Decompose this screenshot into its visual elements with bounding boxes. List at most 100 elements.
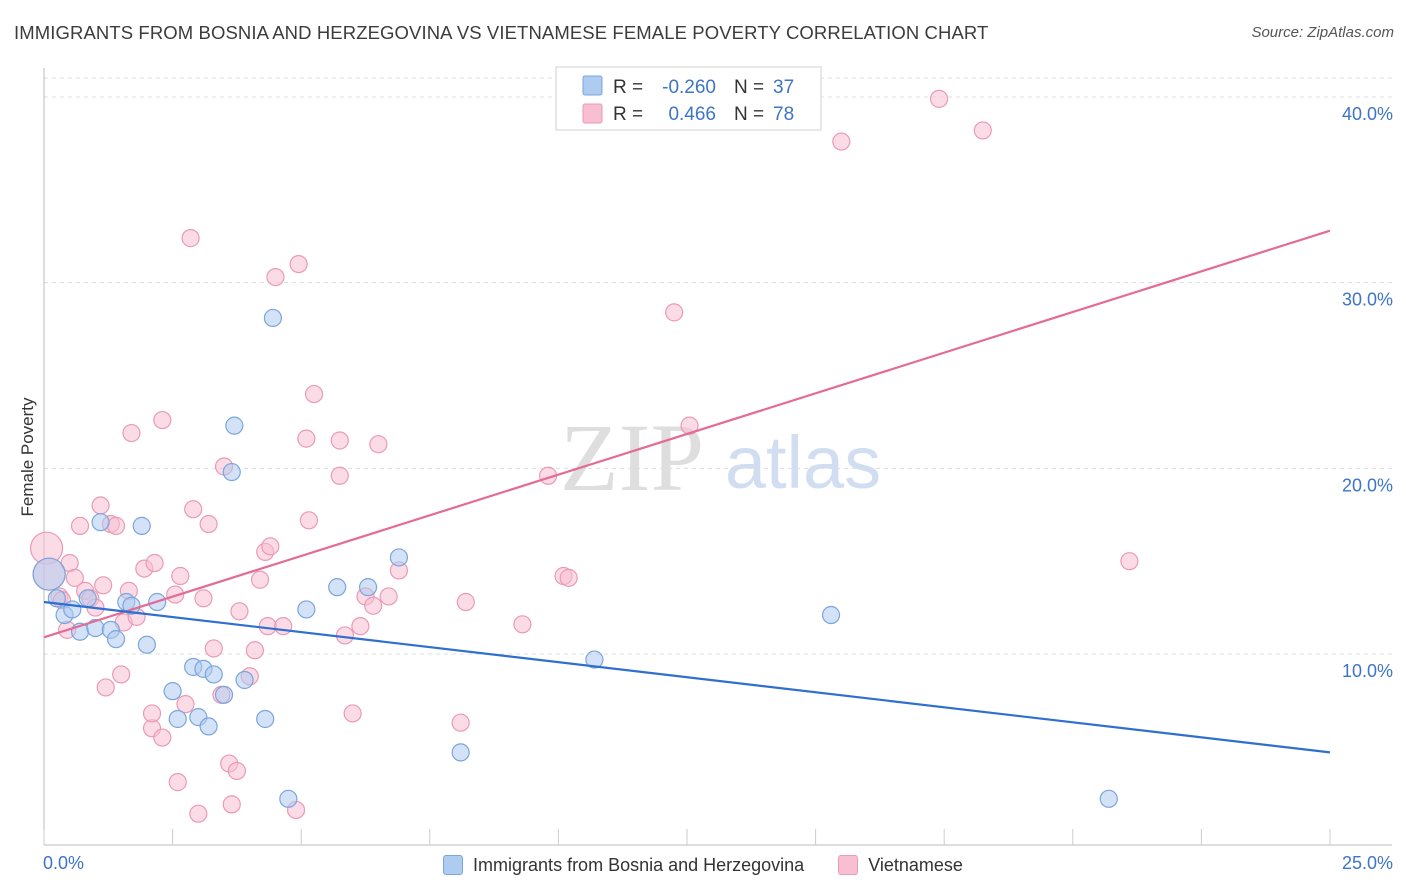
vietnamese-point <box>258 617 277 636</box>
legend-vietnamese-label: Vietnamese <box>868 854 963 875</box>
legend-pink-r-label: R = <box>613 104 643 125</box>
legend-blue-r-label: R = <box>613 77 643 98</box>
trend-lines <box>43 229 1331 754</box>
bosnia-point <box>263 308 283 328</box>
vietnamese-point <box>266 267 285 287</box>
vietnamese-point <box>343 704 362 723</box>
vietnamese-point <box>145 553 164 573</box>
vietnamese-point <box>96 678 115 697</box>
vietnamese-point <box>153 410 172 430</box>
axes <box>43 68 1392 846</box>
y-axis-title: Female Poverty <box>18 397 37 517</box>
vietnamese-point <box>94 576 113 595</box>
y-tick-label: 40.0% <box>1342 104 1393 124</box>
legend-pink-r-value: 0.466 <box>668 104 716 125</box>
vietnamese-point <box>194 589 213 608</box>
vietnamese-point <box>364 596 383 615</box>
x-tick-label: 25.0% <box>1342 853 1393 873</box>
vietnamese-point <box>245 641 265 660</box>
vietnamese-point <box>122 423 141 443</box>
bosnia-point <box>389 548 409 567</box>
vietnamese-point <box>297 429 316 448</box>
legend-blue-swatch <box>582 75 603 96</box>
legend-blue-r-value: -0.260 <box>662 77 716 98</box>
vietnamese-point <box>181 229 200 248</box>
bosnia-point <box>137 635 156 654</box>
legend-bosnia-label: Immigrants from Bosnia and Herzegovina <box>473 854 805 875</box>
source-credit: Source: ZipAtlas.com <box>1251 24 1394 41</box>
watermark-atlas: atlas <box>725 421 881 504</box>
vietnamese-point <box>65 568 84 587</box>
legend-blue-n-value: 37 <box>773 77 794 98</box>
bosnia-point <box>204 665 223 684</box>
bosnia-point <box>91 513 110 532</box>
legend-pink-swatch <box>582 103 603 124</box>
y-tick-label: 10.0% <box>1342 661 1393 681</box>
vietnamese-point <box>456 592 475 612</box>
bosnia-point <box>163 682 182 701</box>
x-tick-label: 0.0% <box>43 853 84 873</box>
bosnia-point <box>1099 789 1118 808</box>
vietnamese-point <box>330 431 349 450</box>
vietnamese-point <box>973 121 992 140</box>
vietnamese-point <box>230 602 249 621</box>
bosnia-point <box>235 670 254 690</box>
bosnia-point <box>358 578 378 597</box>
vietnamese-point <box>299 511 319 530</box>
vietnamese-point <box>451 713 470 732</box>
bosnia-point <box>256 709 275 729</box>
legend-bottom: Immigrants from Bosnia and Herzegovina V… <box>0 850 1406 880</box>
vietnamese-point <box>184 500 203 519</box>
vietnamese-trend-line <box>43 229 1331 639</box>
vietnamese-point <box>250 570 270 589</box>
vietnamese-point <box>1120 552 1139 571</box>
vietnamese-point <box>832 132 851 151</box>
vietnamese-point <box>176 695 195 714</box>
bosnia-point <box>279 789 298 808</box>
y-tick-labels: 10.0% 20.0% 30.0% 40.0% <box>1342 104 1393 681</box>
legend-bosnia-swatch <box>443 855 464 875</box>
legend-vietnamese-swatch <box>838 855 859 875</box>
bosnia-point <box>297 600 316 619</box>
vietnamese-point <box>199 514 218 534</box>
vietnamese-point <box>91 496 110 515</box>
bosnia-point <box>32 557 66 591</box>
vietnamese-point <box>261 537 280 556</box>
bosnia-trend-line <box>43 600 1331 754</box>
vietnamese-point <box>559 568 578 587</box>
vietnamese-point <box>222 795 241 814</box>
vietnamese-point <box>166 585 185 604</box>
vietnamese-point <box>274 617 293 636</box>
vietnamese-point <box>304 384 324 404</box>
bosnia-point <box>585 650 604 669</box>
legend-item-bosnia: Immigrants from Bosnia and Herzegovina <box>443 855 804 876</box>
bosnia-point <box>132 516 151 535</box>
vietnamese-point <box>369 435 388 454</box>
vietnamese-point <box>330 466 349 485</box>
vietnamese-point <box>171 566 190 586</box>
watermark-zip: ZIP <box>560 404 704 511</box>
bosnia-point <box>78 589 97 608</box>
bosnia-point <box>214 685 234 704</box>
series-bosnia-points <box>32 308 1118 808</box>
x-tick-labels: 0.0% 25.0% <box>43 853 1393 873</box>
vietnamese-point <box>204 639 223 658</box>
bosnia-point <box>63 600 82 619</box>
legend-pink-n-label: N = <box>734 104 764 125</box>
vietnamese-point <box>112 665 131 684</box>
bosnia-point <box>821 605 841 625</box>
vietnamese-point <box>168 773 187 792</box>
vietnamese-point <box>142 704 162 723</box>
legend-pink-n-value: 78 <box>773 104 794 125</box>
y-tick-label: 20.0% <box>1342 475 1393 495</box>
bosnia-point <box>225 416 244 435</box>
vietnamese-point <box>189 804 208 823</box>
vietnamese-point <box>513 615 532 634</box>
vietnamese-point <box>929 89 949 108</box>
vietnamese-point <box>665 303 684 322</box>
vietnamese-point <box>153 728 172 747</box>
x-ticks <box>43 829 1331 845</box>
bosnia-point <box>222 462 241 482</box>
y-tick-label: 30.0% <box>1342 290 1393 310</box>
